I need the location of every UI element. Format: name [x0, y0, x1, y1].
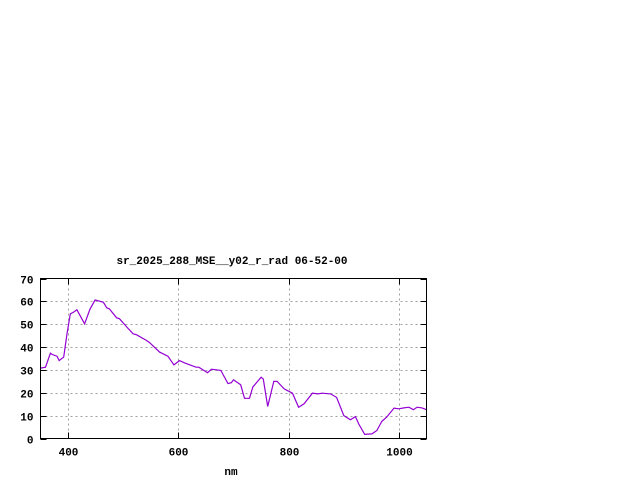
series	[40, 299, 427, 436]
y-tick-label: 30	[20, 367, 33, 379]
y-tick-label: 50	[20, 321, 33, 333]
y-tick-label: 0	[27, 436, 34, 448]
y-tick-label: 70	[20, 276, 33, 288]
x-tick-label: 400	[59, 448, 79, 460]
y-tick-label: 10	[20, 413, 33, 425]
x-axis-label: nm	[224, 467, 238, 479]
x-tick-label: 600	[169, 448, 189, 460]
grid	[40, 278, 427, 439]
y-tick-label: 40	[20, 344, 33, 356]
series-line	[40, 299, 427, 436]
x-tick-label: 800	[280, 448, 300, 460]
chart-title: sr_2025_288_MSE__y02_r_rad 06-52-00	[116, 256, 347, 268]
y-tick-label: 20	[20, 390, 33, 402]
x-tick-label: 1000	[386, 448, 412, 460]
ticks: 0 10 20 30 40 50 60 70 400 600 800 1000	[20, 276, 427, 460]
plot-frame	[40, 278, 427, 439]
y-tick-label: 60	[20, 298, 33, 310]
